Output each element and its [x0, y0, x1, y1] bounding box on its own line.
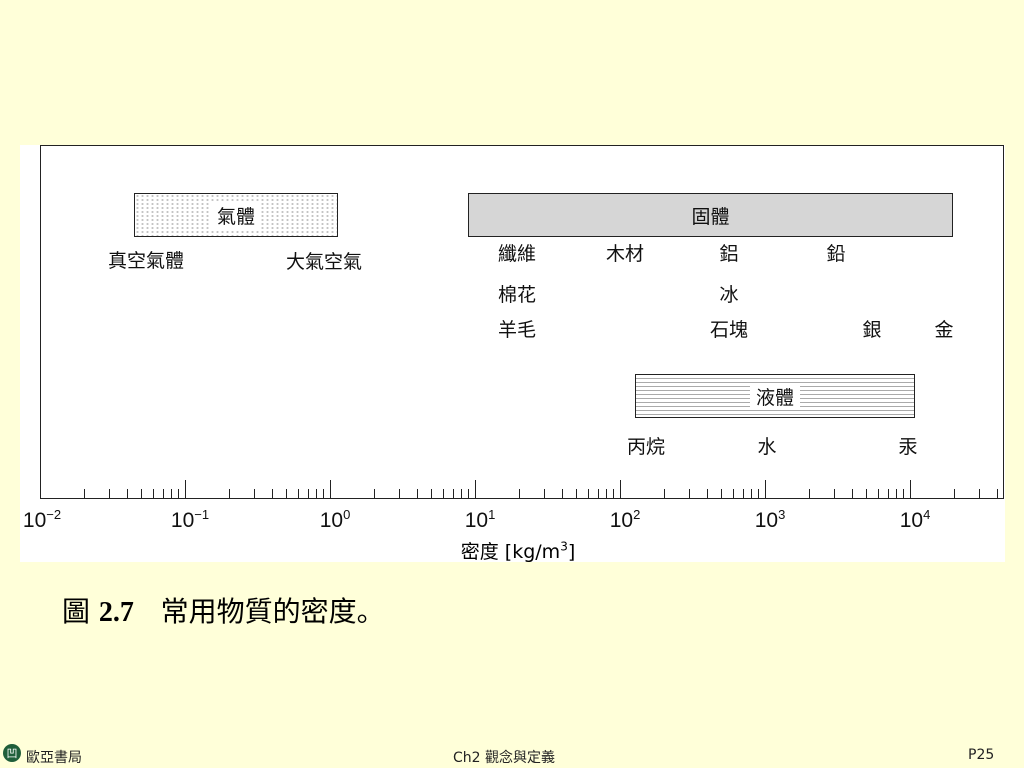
- minor-tick: [707, 489, 709, 498]
- label-cotton: 棉花: [497, 284, 537, 306]
- minor-tick: [468, 489, 470, 498]
- minor-tick: [721, 489, 723, 498]
- minor-tick: [732, 489, 734, 498]
- major-tick: [330, 480, 331, 498]
- minor-tick: [613, 489, 615, 498]
- label-water: 水: [757, 436, 777, 458]
- minor-tick: [689, 489, 691, 498]
- minor-tick: [297, 489, 299, 498]
- minor-tick: [399, 489, 401, 498]
- tick-label: 103: [754, 507, 786, 532]
- tick-label: 101: [464, 507, 496, 532]
- minor-tick: [162, 489, 164, 498]
- tick-label: 10−1: [170, 507, 210, 532]
- minor-tick: [109, 489, 111, 498]
- minor-tick: [562, 489, 564, 498]
- minor-tick: [442, 489, 444, 498]
- minor-tick: [887, 489, 889, 498]
- major-tick: [765, 480, 766, 498]
- minor-tick: [852, 489, 854, 498]
- minor-tick: [83, 489, 85, 498]
- solid-label: 固體: [685, 201, 736, 229]
- major-tick: [475, 480, 476, 498]
- major-tick: [40, 480, 41, 498]
- diagram-frame: [40, 145, 1004, 499]
- minor-tick: [452, 489, 454, 498]
- minor-tick: [178, 489, 180, 498]
- label-lead: 鉛: [826, 243, 846, 265]
- major-tick: [620, 480, 621, 498]
- label-propane: 丙烷: [626, 436, 666, 458]
- label-fiber: 纖維: [497, 243, 537, 265]
- tick-label: 104: [899, 507, 931, 532]
- tick-label: 102: [609, 507, 641, 532]
- liquid-range-bar: 液體: [635, 374, 915, 418]
- minor-tick: [750, 489, 752, 498]
- publisher-logo-icon: 凹: [3, 744, 21, 762]
- minor-tick: [373, 489, 375, 498]
- minor-tick: [518, 489, 520, 498]
- minor-tick: [808, 489, 810, 498]
- minor-tick: [307, 489, 309, 498]
- minor-tick: [953, 489, 955, 498]
- minor-tick: [127, 489, 129, 498]
- label-air: 大氣空氣: [285, 251, 363, 273]
- label-gold: 金: [934, 319, 954, 341]
- minor-tick: [141, 489, 143, 498]
- major-tick: [910, 480, 911, 498]
- minor-tick: [834, 489, 836, 498]
- label-vacuum-gas: 真空氣體: [107, 250, 185, 272]
- minor-tick: [866, 489, 868, 498]
- tick-label: 100: [319, 507, 351, 532]
- minor-tick: [576, 489, 578, 498]
- minor-tick: [758, 489, 760, 498]
- gas-range-bar: 氣體: [134, 193, 338, 237]
- liquid-label: 液體: [749, 382, 800, 410]
- figure-caption: 圖 2.7 常用物質的密度。: [62, 595, 385, 628]
- label-silver: 銀: [862, 319, 882, 341]
- minor-tick: [254, 489, 256, 498]
- minor-tick: [587, 489, 589, 498]
- chapter-title: Ch2 觀念與定義: [453, 750, 556, 766]
- minor-tick: [544, 489, 546, 498]
- minor-tick: [877, 489, 879, 498]
- minor-tick: [228, 489, 230, 498]
- minor-tick: [170, 489, 172, 498]
- minor-tick: [152, 489, 154, 498]
- minor-tick: [323, 489, 325, 498]
- gas-label: 氣體: [210, 201, 261, 229]
- label-wood: 木材: [605, 243, 645, 265]
- solid-range-bar: 固體: [468, 193, 953, 237]
- minor-tick: [895, 489, 897, 498]
- minor-tick: [460, 489, 462, 498]
- minor-tick: [742, 489, 744, 498]
- minor-tick: [979, 489, 981, 498]
- axis-title: 密度 [kg/m3]: [460, 539, 576, 563]
- minor-tick: [315, 489, 317, 498]
- label-ice: 冰: [719, 284, 739, 306]
- minor-tick: [997, 489, 999, 498]
- tick-label: 10−2: [22, 507, 62, 532]
- minor-tick: [903, 489, 905, 498]
- label-wool: 羊毛: [497, 319, 537, 341]
- page-number: P25: [968, 747, 995, 763]
- label-mercury: 汞: [898, 436, 918, 458]
- label-stone: 石塊: [709, 319, 749, 341]
- minor-tick: [272, 489, 274, 498]
- minor-tick: [286, 489, 288, 498]
- minor-tick: [663, 489, 665, 498]
- minor-tick: [431, 489, 433, 498]
- minor-tick: [605, 489, 607, 498]
- publisher-name: 歐亞書局: [26, 750, 82, 766]
- major-tick: [185, 480, 186, 498]
- minor-tick: [417, 489, 419, 498]
- minor-tick: [597, 489, 599, 498]
- label-aluminum: 鋁: [719, 243, 739, 265]
